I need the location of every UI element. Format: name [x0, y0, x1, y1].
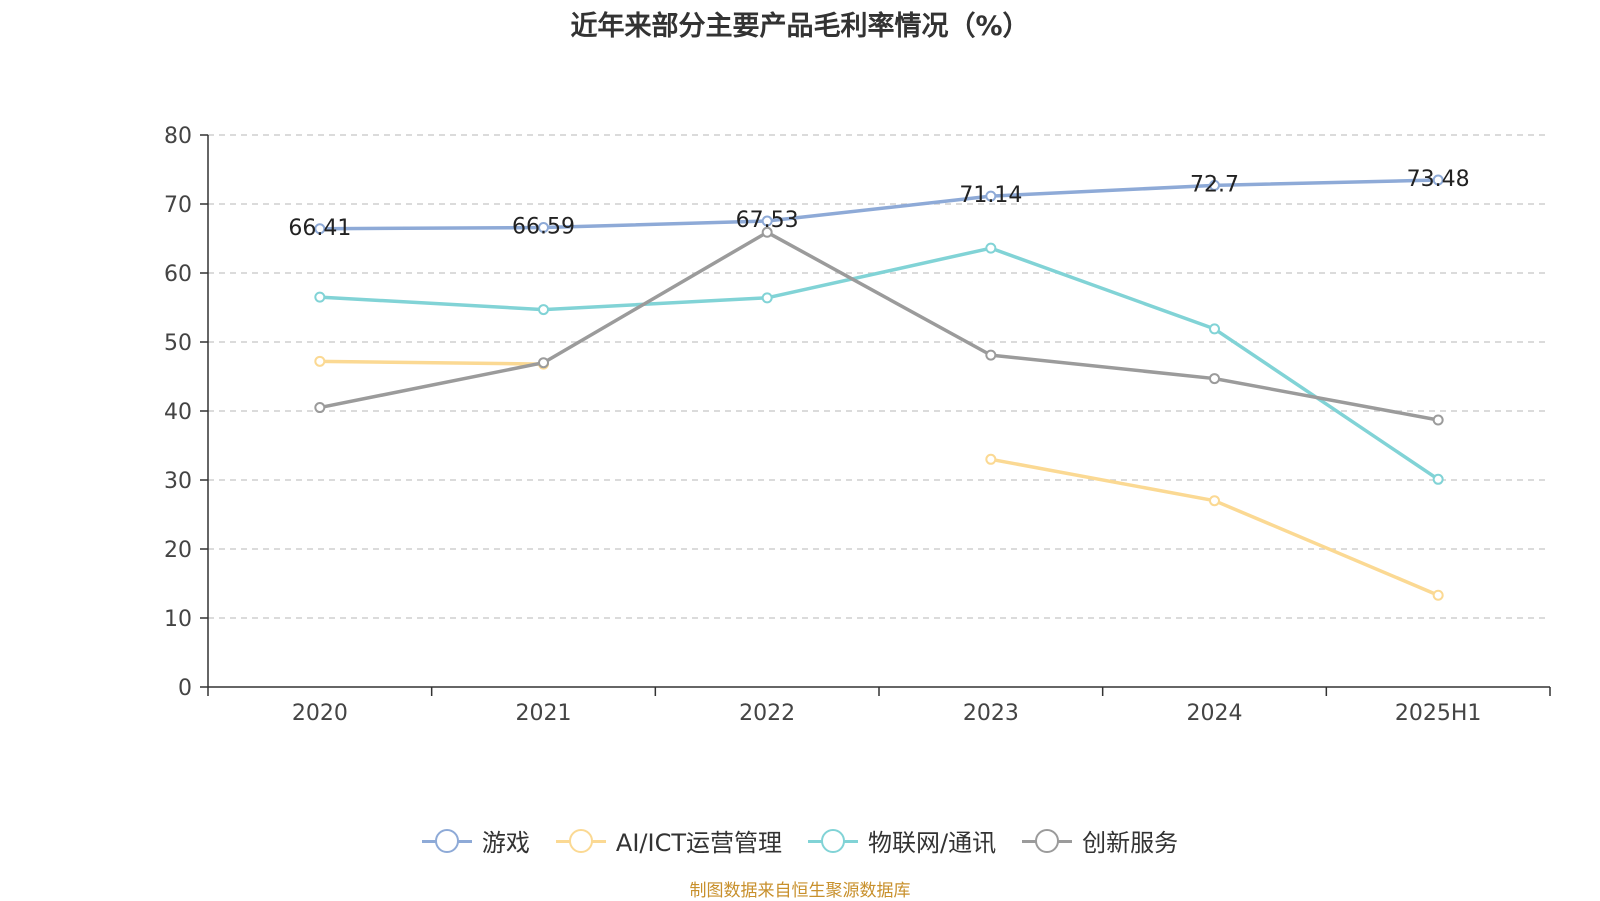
data-label-2023: 71.14: [959, 183, 1022, 208]
legend-marker-icon: [807, 827, 858, 855]
y-tick-label-40: 40: [164, 400, 192, 425]
series-line-1-0: [318, 359, 546, 366]
point-0-2021: [538, 222, 549, 234]
chart-title: 近年来部分主要产品毛利率情况（%）: [570, 11, 1030, 42]
point-0-2025H1: [1432, 174, 1444, 186]
data-label-2025H1: 73.48: [1407, 167, 1470, 192]
legend-marker-icon: [555, 827, 606, 855]
point-3-2023: [985, 349, 997, 361]
data-label-2022: 67.53: [736, 208, 799, 233]
point-3-2021: [538, 357, 549, 369]
legend-item-0[interactable]: 游戏: [421, 823, 530, 858]
point-3-2020: [314, 402, 326, 414]
x-tick-label-2022: 2022: [739, 701, 795, 726]
y-tick-label-60: 60: [164, 262, 192, 287]
y-tick-label-0: 0: [178, 676, 192, 701]
x-tick-label-2020: 2020: [292, 701, 348, 726]
series-line-3-0: [318, 230, 1440, 422]
point-3-2022: [761, 226, 773, 238]
point-2-2025H1: [1432, 473, 1444, 485]
point-0-2023: [985, 190, 997, 202]
legend-label: AI/ICT运营管理: [615, 829, 782, 857]
series-line-0-0: [318, 178, 1440, 231]
point-2-2020: [314, 291, 326, 303]
point-2-2024: [1209, 323, 1220, 335]
point-2-2022: [761, 292, 773, 304]
data-label-2024: 72.7: [1190, 172, 1239, 197]
legend-marker-icon: [1022, 827, 1073, 855]
legend-item-2[interactable]: 物联网/通讯: [807, 823, 997, 858]
chart-legend: 游戏 AI/ICT运营管理 物联网/通讯 创新服务: [0, 823, 1600, 858]
point-0-2022: [761, 215, 773, 227]
y-tick-label-80: 80: [164, 124, 192, 149]
point-2-2023: [985, 242, 997, 254]
point-3-2024: [1209, 373, 1220, 385]
legend-label: 创新服务: [1082, 829, 1179, 857]
legend-label: 游戏: [481, 829, 530, 857]
y-tick-label-70: 70: [164, 193, 192, 218]
legend-label: 物联网/通讯: [867, 829, 997, 857]
source-note: 制图数据来自恒生聚源数据库: [689, 881, 911, 901]
series-line-2-0: [318, 246, 1440, 482]
y-tick-label-30: 30: [164, 469, 192, 494]
point-1-2025H1: [1432, 589, 1444, 601]
point-0-2020: [314, 223, 326, 235]
x-tick-label-2023: 2023: [963, 701, 1019, 726]
y-tick-label-10: 10: [164, 607, 192, 632]
point-3-2025H1: [1432, 414, 1444, 426]
data-label-2020: 66.41: [288, 216, 351, 241]
y-tick-label-50: 50: [164, 331, 192, 356]
x-tick-label-2021: 2021: [516, 701, 572, 726]
line-chart: 0 10 20 30 40 50 60 70 80 2020 2021 2022 2023 2024 202…: [164, 124, 1551, 726]
legend-item-3[interactable]: 创新服务: [1022, 823, 1178, 858]
data-label-2021: 66.59: [512, 215, 575, 240]
point-1-2020: [314, 355, 326, 367]
legend-marker-icon: [421, 827, 472, 855]
point-1-2024: [1209, 495, 1220, 507]
x-tick-label-2025H1: 2025H1: [1395, 701, 1482, 726]
point-1-2023: [985, 453, 997, 465]
point-0-2024: [1209, 179, 1220, 191]
point-2-2021: [538, 304, 549, 316]
y-tick-label-20: 20: [164, 538, 192, 563]
legend-item-1[interactable]: AI/ICT运营管理: [555, 823, 782, 858]
x-tick-label-2024: 2024: [1187, 701, 1243, 726]
